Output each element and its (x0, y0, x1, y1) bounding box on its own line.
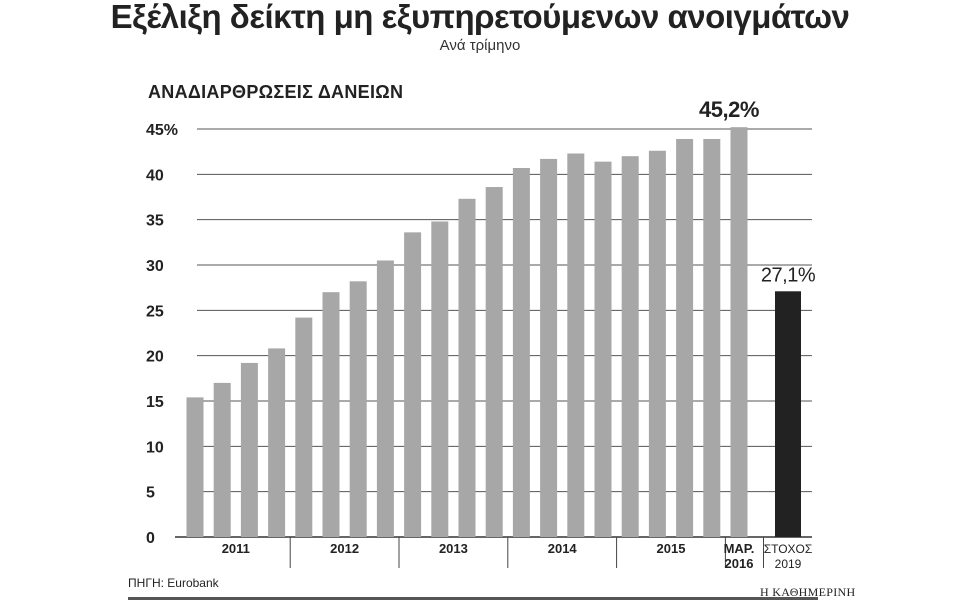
bar (567, 153, 585, 538)
y-tick-label: 30 (146, 258, 164, 275)
x-group-label: 2011 (222, 541, 250, 556)
bar (268, 348, 286, 537)
chart-title: Εξέλιξη δείκτη μη εξυπηρετούμενων ανοιγμ… (110, 0, 850, 35)
bar (404, 232, 422, 538)
x-group-label: 2019 (775, 557, 802, 571)
y-tick-label: 5 (146, 485, 155, 502)
source-note: ΠΗΓΗ: Eurobank (128, 576, 219, 590)
bar (485, 187, 503, 537)
chart-subtitle: Ανά τρίμηνο (439, 37, 521, 54)
bar (322, 292, 340, 537)
y-tick-label: 45% (146, 122, 178, 139)
y-tick-label: 15 (146, 394, 164, 411)
target-bar (775, 291, 801, 537)
bar (295, 317, 313, 537)
bar (186, 397, 204, 537)
y-tick-label: 40 (146, 167, 164, 184)
bar (512, 167, 530, 537)
y-tick-label: 20 (146, 349, 164, 366)
bar (349, 281, 367, 537)
x-group-label: 2016 (725, 556, 754, 571)
y-tick-label: 25 (146, 303, 164, 320)
bar (376, 260, 394, 537)
bar (458, 198, 476, 537)
x-group-label: ΣΤΟΧΟΣ (764, 542, 813, 556)
bar (431, 221, 449, 538)
bar (213, 382, 231, 537)
bar (648, 150, 666, 537)
bar-layer (186, 127, 801, 538)
y-tick-label: 35 (146, 213, 164, 230)
bar (703, 138, 721, 537)
x-group-label: ΜΑΡ. (724, 541, 755, 556)
bar (730, 127, 748, 537)
y-tick-label: 10 (146, 439, 164, 456)
x-group-label: 2013 (439, 541, 468, 556)
x-group-label: 2015 (657, 541, 686, 556)
section-label: ΑΝΑΔΙΑΡΘΡΩΣΕΙΣ ΔΑΝΕΙΩΝ (148, 82, 404, 102)
bar (540, 158, 558, 538)
bar (676, 138, 694, 537)
bar (594, 161, 612, 537)
bottom-rule (128, 597, 818, 600)
label-layer: 0 5 10 15 20 25 30 35 40 45% 45,2% 27,1% 2011 2012 201… (146, 97, 816, 571)
value-annotation: 27,1% (761, 264, 816, 286)
x-group-label: 2012 (330, 541, 359, 556)
bar (240, 362, 258, 537)
bar (621, 156, 639, 537)
y-tick-label: 0 (146, 530, 155, 547)
value-annotation: 45,2% (699, 97, 759, 122)
x-group-label: 2014 (548, 541, 578, 556)
publisher-logo: Η ΚΑΘΗΜΕΡΙΝΗ (760, 585, 856, 599)
